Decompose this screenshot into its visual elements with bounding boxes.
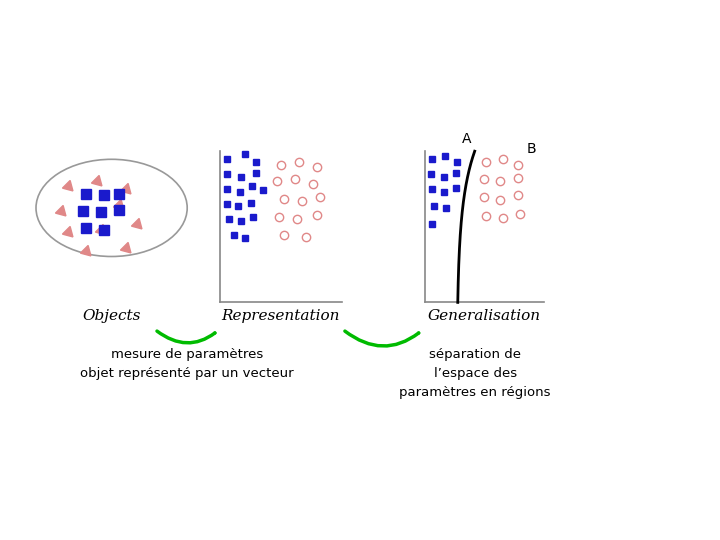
Text: B: B [526, 141, 536, 156]
Text: Representation: Representation [222, 309, 340, 323]
Text: A: A [462, 132, 472, 146]
FancyArrowPatch shape [157, 331, 215, 343]
FancyArrowPatch shape [345, 331, 418, 346]
Text: Generalisation: Generalisation [427, 309, 541, 323]
Text: mesure de paramètres
objet représenté par un vecteur: mesure de paramètres objet représenté pa… [81, 348, 294, 380]
Text: séparation de
l’espace des
paramètres en régions: séparation de l’espace des paramètres en… [400, 348, 551, 399]
Text: Objects: Objects [82, 309, 141, 323]
